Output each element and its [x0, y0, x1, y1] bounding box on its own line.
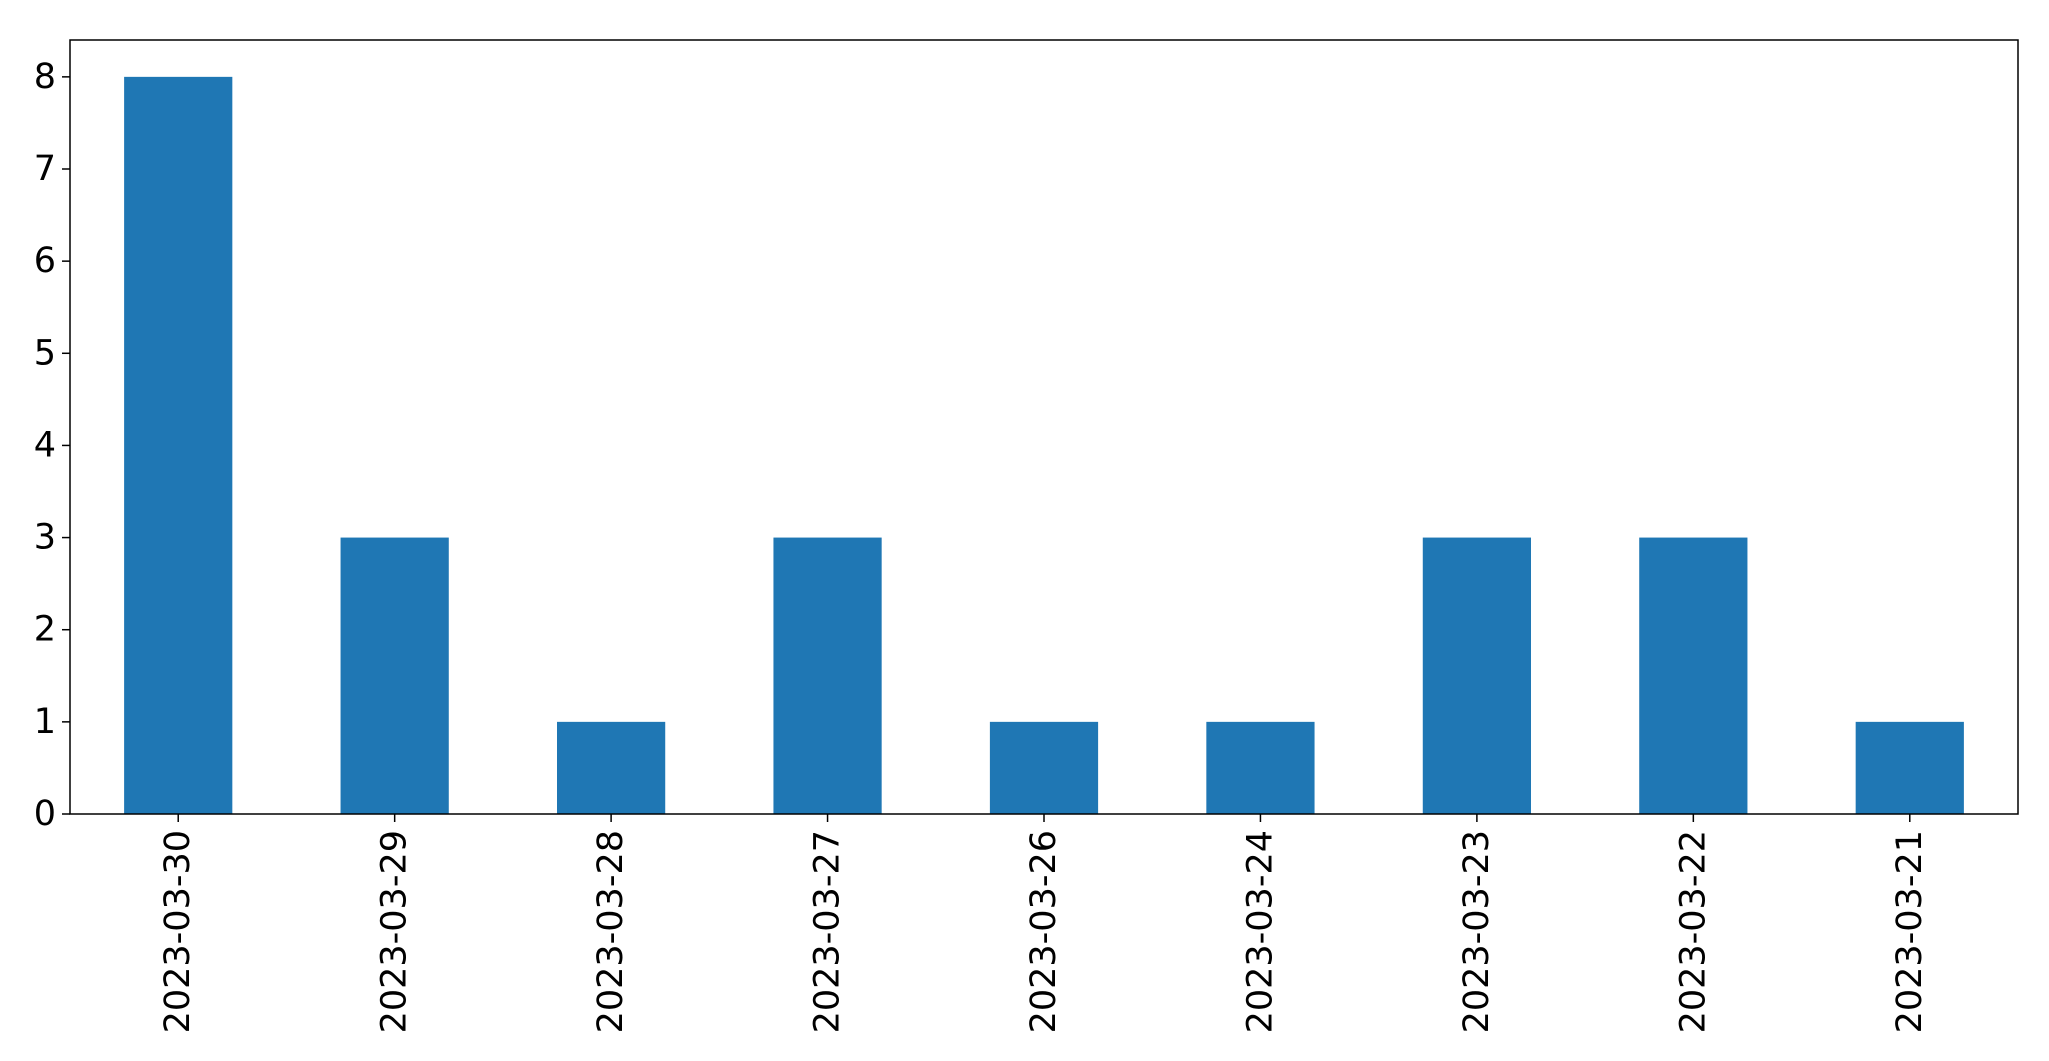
x-tick-label: 2023-03-29 — [375, 830, 415, 1033]
x-tick-label: 2023-03-24 — [1240, 830, 1280, 1033]
x-tick-label: 2023-03-21 — [1890, 830, 1930, 1033]
y-tick-label: 2 — [34, 610, 56, 650]
y-tick-label: 3 — [34, 518, 56, 558]
y-tick-label: 0 — [34, 794, 56, 834]
bar-2023-03-23 — [1422, 537, 1531, 814]
x-tick-label: 2023-03-26 — [1024, 830, 1064, 1033]
bar-2023-03-30 — [124, 76, 233, 815]
bar-2023-03-28 — [557, 721, 666, 814]
x-tick-label: 2023-03-22 — [1673, 830, 1713, 1033]
y-tick-label: 8 — [34, 57, 56, 97]
bar-2023-03-29 — [340, 537, 449, 814]
bar-2023-03-26 — [989, 721, 1099, 814]
bar-2023-03-22 — [1639, 537, 1748, 814]
x-tick-label: 2023-03-23 — [1457, 830, 1497, 1033]
y-tick-label: 1 — [34, 702, 56, 742]
y-tick-label: 7 — [34, 149, 56, 189]
x-tick-label: 2023-03-27 — [808, 830, 848, 1033]
y-axis: 0 1 2 3 4 5 6 7 8 — [34, 57, 70, 834]
x-tick-label: 2023-03-30 — [158, 830, 198, 1033]
y-tick-label: 6 — [34, 241, 56, 281]
bar-2023-03-27 — [773, 537, 882, 814]
plot-frame — [69, 39, 2019, 815]
bars — [124, 76, 1964, 815]
bar-2023-03-24 — [1206, 721, 1315, 814]
bar-2023-03-21 — [1855, 721, 1964, 814]
x-tick-label: 2023-03-28 — [591, 830, 631, 1033]
y-tick-label: 5 — [34, 333, 56, 373]
y-tick-label: 4 — [34, 425, 56, 465]
x-axis: 2023-03-30 2023-03-29 2023-03-28 2023-03-27… — [158, 814, 1930, 1033]
